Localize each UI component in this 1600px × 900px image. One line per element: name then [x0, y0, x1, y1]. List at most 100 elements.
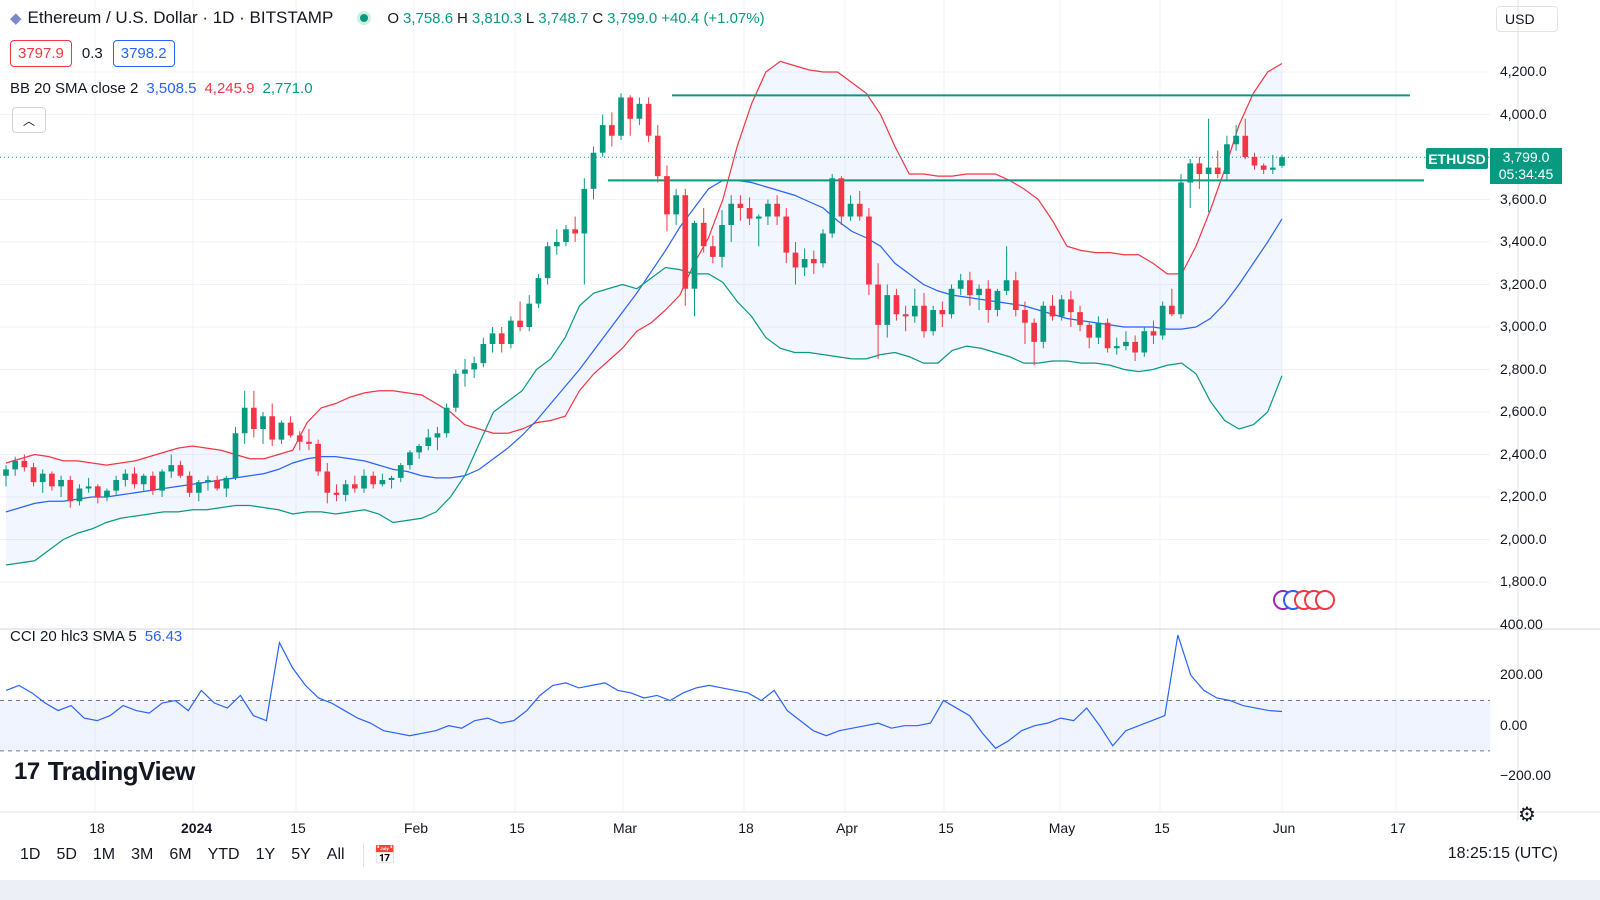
cci-legend[interactable]: CCI 20 hlc3 SMA 5 56.43 [10, 628, 182, 645]
candle-body [728, 203, 735, 225]
low-label: L [525, 9, 535, 27]
candle [223, 475, 230, 497]
candle [1113, 337, 1120, 355]
candle-body [1104, 322, 1111, 349]
market-status-icon[interactable] [357, 11, 372, 25]
calendar-icon[interactable]: 📅 [373, 844, 396, 865]
candle-body [67, 480, 74, 502]
currency-select[interactable]: USD [1496, 6, 1558, 32]
price-axis-label: 3,600.0 [1500, 190, 1547, 207]
candle-body [388, 477, 395, 480]
candle [388, 475, 395, 489]
candle [39, 469, 46, 493]
candle [645, 97, 652, 143]
candle-body [700, 222, 707, 247]
candle-body [526, 303, 533, 327]
sell-button[interactable]: 3797.9 [10, 40, 72, 67]
range-all[interactable]: All [326, 846, 345, 863]
range-1m[interactable]: 1M [92, 846, 116, 863]
candle [563, 225, 569, 247]
gear-icon[interactable]: ⚙ [1518, 804, 1536, 826]
range-ytd[interactable]: YTD [207, 846, 240, 863]
bb-lower-line [5, 266, 1283, 566]
candle [921, 293, 927, 338]
cci-axis-label: 400.00 [1500, 616, 1543, 632]
buy-button[interactable]: 3798.2 [112, 40, 175, 67]
range-6m[interactable]: 6M [169, 846, 192, 863]
candle [1040, 301, 1047, 349]
bb-lower-value: 2,771.0 [262, 80, 313, 97]
symbol-title[interactable]: Ethereum / U.S. Dollar · 1D · BITSTAMP [27, 8, 334, 27]
open-value: 3,758.6 [402, 9, 454, 27]
utc-clock[interactable]: 18:25:15 (UTC) [1447, 845, 1558, 862]
range-1d[interactable]: 1D [20, 846, 41, 863]
candle-body [232, 433, 239, 478]
candle [122, 469, 129, 487]
candle-body [76, 488, 83, 502]
candle-body [251, 407, 257, 429]
candle-body [1123, 341, 1129, 347]
range-selector: 1D 5D 1M 3M 6M YTD 1Y 5Y All 📅 [12, 843, 396, 867]
candlestick-series[interactable] [3, 93, 1285, 508]
candle-body [12, 460, 19, 470]
candle [765, 199, 771, 225]
candle-body [1233, 135, 1239, 145]
candle [186, 471, 193, 497]
candle-body [921, 305, 927, 332]
candle-body [489, 333, 496, 344]
logo-text: TradingView [47, 756, 196, 786]
price-axis-label: 2,600.0 [1500, 403, 1547, 419]
candle [783, 208, 790, 264]
candle-body [1003, 280, 1010, 291]
candle-body [287, 422, 294, 436]
candle [1123, 331, 1129, 351]
candle [443, 403, 450, 438]
bb-name: BB 20 SMA close 2 [10, 80, 139, 97]
candle-body [544, 246, 551, 279]
candle [140, 473, 147, 491]
range-3m[interactable]: 3M [131, 846, 154, 863]
candle [1168, 288, 1175, 317]
open-label: O [387, 9, 399, 27]
event-flag-icon [1315, 590, 1335, 610]
horizontal-levels[interactable] [0, 94, 1490, 182]
candle [214, 475, 220, 491]
candle-body [572, 229, 578, 234]
time-axis-label: Feb [403, 820, 429, 836]
tradingview-logo-icon: 17 [14, 757, 40, 785]
candle-body [416, 446, 422, 453]
candle-body [1196, 163, 1203, 174]
bb-legend[interactable]: BB 20 SMA close 2 3,508.5 4,245.9 2,771.… [10, 80, 313, 97]
candle [159, 469, 165, 497]
candle [379, 473, 386, 487]
candle [691, 220, 698, 317]
last-price: 3,799.0 [1502, 149, 1550, 165]
range-1y[interactable]: 1Y [255, 846, 276, 863]
spread-value: 0.3 [81, 45, 103, 62]
chart-header: ◆ Ethereum / U.S. Dollar · 1D · BITSTAMP… [10, 8, 765, 28]
candle [1150, 320, 1157, 344]
candle-body [425, 437, 432, 446]
candle-body [535, 278, 542, 304]
candle [269, 403, 276, 446]
candle [416, 443, 422, 459]
candle-body [911, 305, 918, 317]
price-axis-label: 3,000.0 [1500, 318, 1547, 334]
candle-body [627, 97, 634, 119]
candle-body [682, 195, 689, 289]
event-markers[interactable] [1273, 590, 1335, 610]
candle [195, 480, 202, 502]
range-5y[interactable]: 5Y [291, 846, 311, 863]
candle-body [517, 320, 523, 327]
collapse-legend-button[interactable]: ︿ [12, 107, 46, 133]
candle-body [333, 492, 340, 495]
candle-body [1012, 280, 1019, 310]
candle [664, 165, 670, 232]
candle [884, 284, 891, 338]
candle [76, 484, 83, 506]
tradingview-logo[interactable]: 17 TradingView [14, 756, 195, 787]
candle [49, 471, 55, 491]
range-5d[interactable]: 5D [56, 846, 77, 863]
high-label: H [457, 9, 468, 27]
